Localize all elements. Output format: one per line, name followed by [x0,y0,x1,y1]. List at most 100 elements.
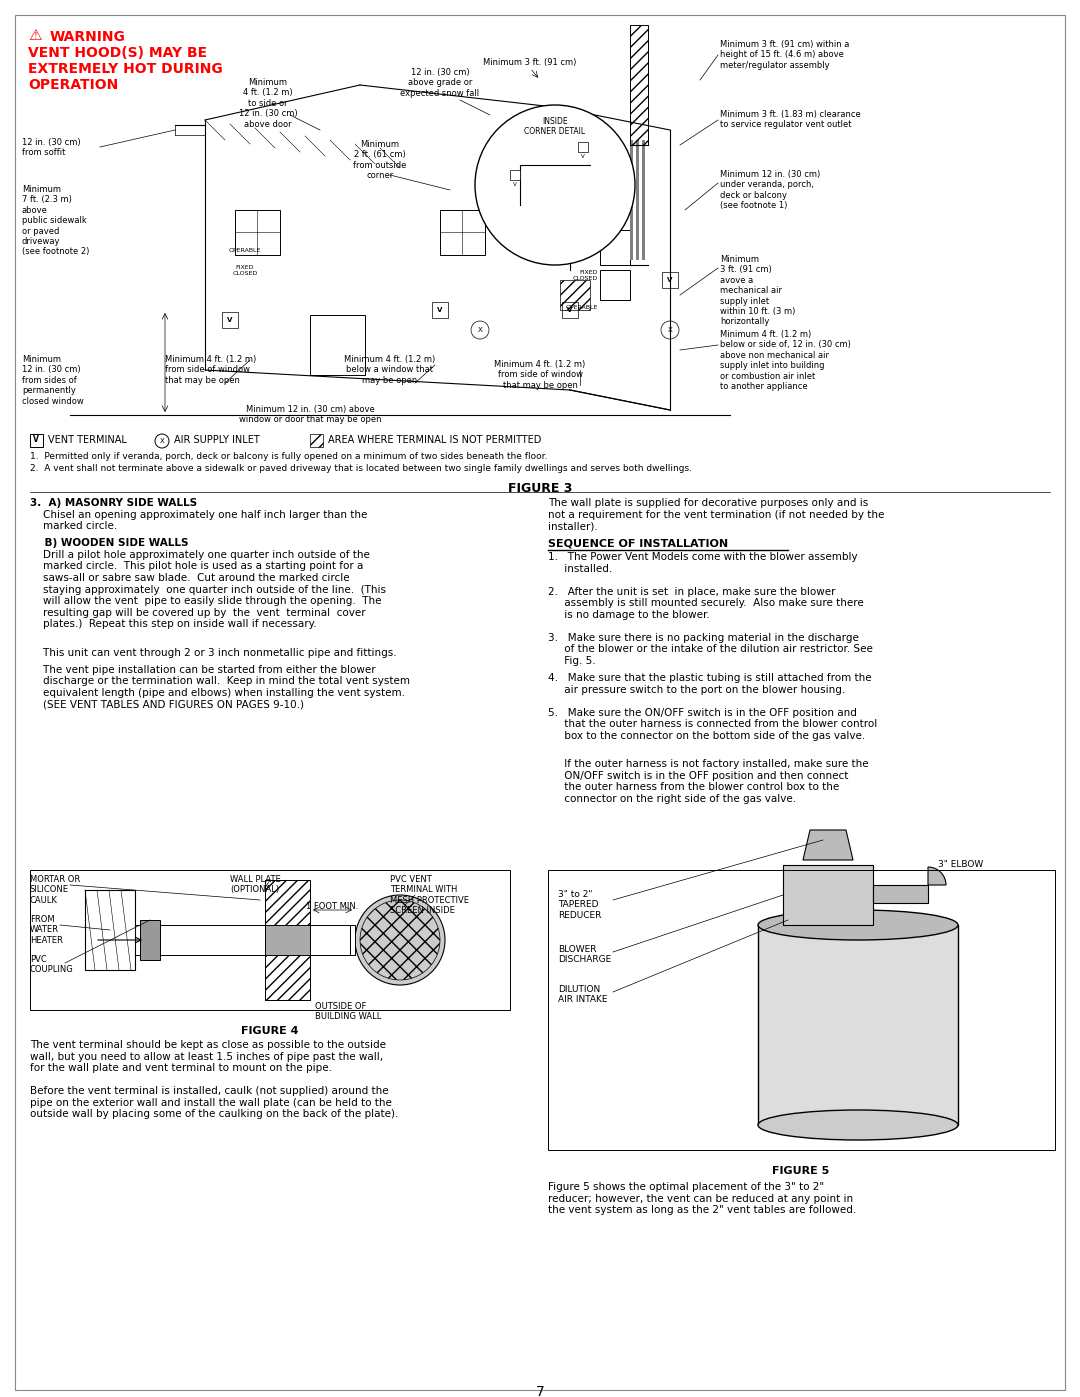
Bar [548,870,1055,1150]
Text: If the outer harness is not factory installed, make sure the
     ON/OFF switch : If the outer harness is not factory inst… [548,759,868,805]
Text: AIR SUPPLY INLET: AIR SUPPLY INLET [174,434,260,446]
Bar [630,25,648,145]
Text: The vent pipe installation can be started from either the blower
    discharge o: The vent pipe installation can be starte… [30,665,410,710]
Text: ⚠: ⚠ [28,28,42,43]
Text: V: V [567,307,572,313]
Text: SEQUENCE OF INSTALLATION: SEQUENCE OF INSTALLATION [548,538,728,548]
Bar [222,312,238,328]
Bar [85,890,135,970]
Text: The vent terminal should be kept as close as possible to the outside: The vent terminal should be kept as clos… [30,1039,386,1051]
Text: OPERABLE: OPERABLE [566,305,598,310]
Text: INSIDE
CORNER DETAIL: INSIDE CORNER DETAIL [525,117,585,137]
Bar [645,140,648,260]
Text: Minimum
2 ft. (61 cm)
from outside
corner: Minimum 2 ft. (61 cm) from outside corne… [353,140,407,180]
Text: outside wall by placing some of the caulking on the back of the plate).: outside wall by placing some of the caul… [30,1109,399,1119]
Text: MORTAR OR
SILICONE
CAULK: MORTAR OR SILICONE CAULK [30,875,80,905]
Text: 3.  A) MASONRY SIDE WALLS: 3. A) MASONRY SIDE WALLS [30,497,198,509]
Text: FIXED
CLOSED: FIXED CLOSED [232,265,258,275]
Text: FIXED
CLOSED: FIXED CLOSED [572,270,598,281]
Text: V: V [33,436,39,444]
Text: 3" ELBOW: 3" ELBOW [939,861,983,869]
Text: FIGURE 5: FIGURE 5 [772,1166,829,1176]
Bar [265,925,310,956]
Text: Minimum 3 ft. (91 cm) within a
height of 15 ft. (4.6 m) above
meter/regulator as: Minimum 3 ft. (91 cm) within a height of… [720,41,849,70]
Circle shape [156,434,168,448]
Text: Minimum 12 in. (30 cm) above
window or door that may be open: Minimum 12 in. (30 cm) above window or d… [239,405,381,425]
Text: BLOWER
DISCHARGE: BLOWER DISCHARGE [558,944,611,964]
Text: Before the vent terminal is installed, caulk (not supplied) around the: Before the vent terminal is installed, c… [30,1085,389,1097]
Text: 7: 7 [536,1384,544,1397]
Text: Minimum
4 ft. (1.2 m)
to side or
12 in. (30 cm)
above door: Minimum 4 ft. (1.2 m) to side or 12 in. … [239,78,297,129]
Bar [265,880,310,1000]
Bar [30,870,510,1010]
Text: OPERABLE: OPERABLE [229,249,261,253]
Bar [440,210,485,256]
Text: FIGURE 4: FIGURE 4 [241,1025,299,1037]
Text: 1 FOOT MIN.: 1 FOOT MIN. [306,902,359,911]
Text: FIGURE 3: FIGURE 3 [508,482,572,495]
Text: This unit can vent through 2 or 3 inch nonmetallic pipe and fittings.: This unit can vent through 2 or 3 inch n… [30,647,396,658]
Text: 1.  Permitted only if veranda, porch, deck or balcony is fully opened on a minim: 1. Permitted only if veranda, porch, dec… [30,453,548,461]
Circle shape [355,895,445,985]
Bar [561,279,590,310]
Text: VENT TERMINAL: VENT TERMINAL [48,434,126,446]
Text: WARNING: WARNING [50,29,126,43]
Text: 3" to 2"
TAPERED
REDUCER: 3" to 2" TAPERED REDUCER [558,890,602,919]
Text: DILUTION
AIR INTAKE: DILUTION AIR INTAKE [558,985,607,1004]
Bar [639,140,642,260]
Text: Minimum
7 ft. (2.3 m)
above
public sidewalk
or paved
driveway
(see footnote 2): Minimum 7 ft. (2.3 m) above public sidew… [22,184,90,257]
Bar [265,880,310,1000]
Text: Drill a pilot hole approximately one quarter inch outside of the
    marked circ: Drill a pilot hole approximately one qua… [30,550,386,630]
Text: wall, but you need to allow at least 1.5 inches of pipe past the wall,: wall, but you need to allow at least 1.5… [30,1052,383,1062]
Bar [642,140,645,260]
Polygon shape [804,830,853,861]
Text: 5.   Make sure the ON/OFF switch is in the OFF position and
     that the outer : 5. Make sure the ON/OFF switch is in the… [548,707,877,740]
Text: Minimum
12 in. (30 cm)
from sides of
permanently
closed window: Minimum 12 in. (30 cm) from sides of per… [22,355,84,405]
Text: B) WOODEN SIDE WALLS: B) WOODEN SIDE WALLS [30,538,189,548]
Text: V: V [667,277,673,284]
Text: Figure 5 shows the optimal placement of the 3" to 2": Figure 5 shows the optimal placement of … [548,1182,824,1192]
Bar [140,921,160,960]
Bar [562,302,578,319]
Text: X: X [477,327,483,332]
Text: the vent system as long as the 2" vent tables are followed.: the vent system as long as the 2" vent t… [548,1206,856,1215]
Bar [432,302,448,319]
Text: V: V [513,183,517,187]
Text: V: V [437,307,443,313]
Bar [310,314,365,374]
Text: X: X [667,327,673,332]
Ellipse shape [758,909,958,940]
Bar [873,886,928,902]
Text: 4.   Make sure that the plastic tubing is still attached from the
     air press: 4. Make sure that the plastic tubing is … [548,673,872,694]
Text: Minimum 4 ft. (1.2 m)
from side of window
that may be open: Minimum 4 ft. (1.2 m) from side of windo… [495,360,585,390]
Text: Minimum 3 ft. (1.83 m) clearance
to service regulator vent outlet: Minimum 3 ft. (1.83 m) clearance to serv… [720,110,861,130]
Text: FROM
WATER
HEATER: FROM WATER HEATER [30,915,63,944]
Bar [600,231,630,265]
Bar [578,142,588,152]
Text: 12 in. (30 cm)
above grade or
expected snow fall: 12 in. (30 cm) above grade or expected s… [401,68,480,98]
Text: OUTSIDE OF
BUILDING WALL: OUTSIDE OF BUILDING WALL [315,1002,381,1021]
Text: VENT HOOD(S) MAY BE: VENT HOOD(S) MAY BE [28,46,207,60]
Text: V: V [581,155,585,159]
Text: 2.  A vent shall not terminate above a sidewalk or paved driveway that is locate: 2. A vent shall not terminate above a si… [30,464,692,474]
Text: Minimum 4 ft. (1.2 m)
below a window that
may be open: Minimum 4 ft. (1.2 m) below a window tha… [345,355,435,384]
Text: Minimum
3 ft. (91 cm)
avove a
mechanical air
supply inlet
within 10 ft. (3 m)
ho: Minimum 3 ft. (91 cm) avove a mechanical… [720,256,795,327]
Text: PVC VENT
TERMINAL WITH
MESH PROTECTIVE
SCREEN INSIDE: PVC VENT TERMINAL WITH MESH PROTECTIVE S… [390,875,469,915]
Bar [510,170,519,180]
Text: EXTREMELY HOT DURING: EXTREMELY HOT DURING [28,61,222,75]
Bar [310,434,323,447]
Text: Chisel an opening approximately one half inch larger than the
    marked circle.: Chisel an opening approximately one half… [30,510,367,531]
Text: for the wall plate and vent terminal to mount on the pipe.: for the wall plate and vent terminal to … [30,1063,332,1073]
Text: OPERATION: OPERATION [28,78,118,92]
Text: 12 in. (30 cm)
from soffit: 12 in. (30 cm) from soffit [22,138,81,158]
Ellipse shape [758,1111,958,1140]
Text: X: X [160,439,164,444]
Text: WALL PLATE
(OPTIONAL): WALL PLATE (OPTIONAL) [230,875,281,894]
Bar [600,270,630,300]
Text: reducer; however, the vent can be reduced at any point in: reducer; however, the vent can be reduce… [548,1193,853,1203]
Wedge shape [928,868,946,886]
Circle shape [475,105,635,265]
Bar [630,140,633,260]
Bar [235,210,280,256]
Text: 2.   After the unit is set  in place, make sure the blower
     assembly is stil: 2. After the unit is set in place, make … [548,587,864,620]
